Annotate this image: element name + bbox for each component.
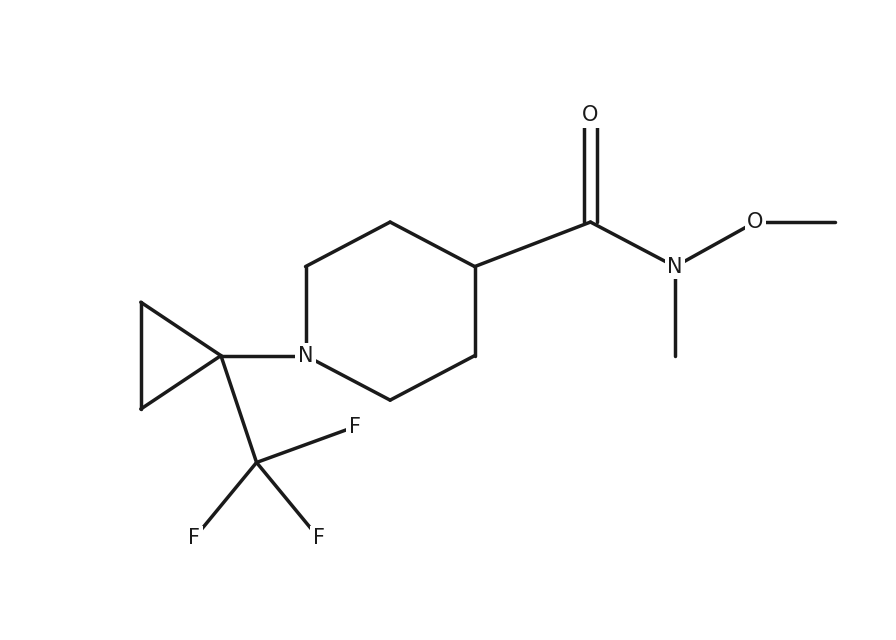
Text: O: O — [582, 105, 599, 125]
Text: F: F — [349, 417, 360, 437]
Text: N: N — [668, 257, 683, 276]
Text: O: O — [747, 212, 763, 232]
Text: N: N — [297, 346, 314, 365]
Text: F: F — [313, 528, 325, 548]
Text: F: F — [188, 528, 200, 548]
